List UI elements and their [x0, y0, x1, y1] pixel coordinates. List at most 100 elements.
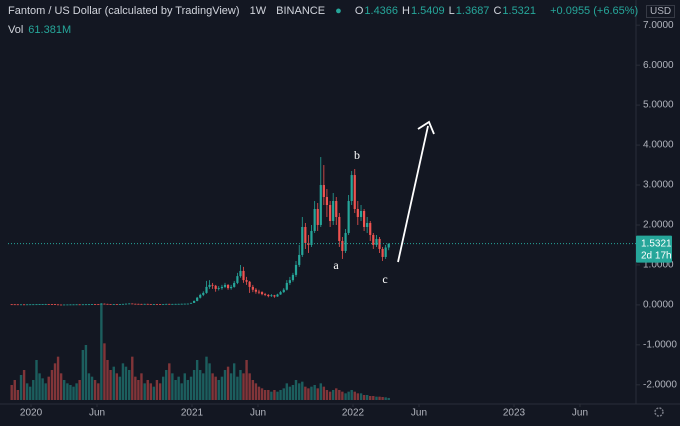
- candle-body: [131, 303, 134, 305]
- volume-bar: [279, 390, 282, 400]
- x-tick-label: 2023: [503, 408, 526, 419]
- volume-bar: [183, 373, 186, 400]
- candle-body: [220, 286, 224, 289]
- settings-icon[interactable]: [654, 407, 664, 417]
- volume-bar: [341, 391, 344, 400]
- candle-body: [146, 303, 149, 305]
- candle-body: [47, 304, 50, 305]
- volume-bar: [335, 388, 338, 400]
- volume-bar: [152, 386, 156, 400]
- volume-bar: [78, 380, 81, 400]
- currency[interactable]: USD: [646, 5, 676, 18]
- candle-body: [285, 282, 288, 290]
- candle-body: [248, 281, 251, 287]
- candle-body: [155, 304, 159, 305]
- volume-bar: [192, 370, 196, 400]
- volume-bar: [168, 363, 171, 400]
- volume-title: Vol: [8, 24, 24, 36]
- arrow-head: [417, 120, 435, 135]
- candle-body: [282, 289, 285, 293]
- candle-body: [196, 297, 199, 301]
- candle-body: [313, 208, 316, 231]
- volume-bar: [294, 380, 298, 400]
- candle-body: [387, 243, 390, 248]
- candle-body: [134, 303, 137, 305]
- volume-legend: Vol 61.381M: [8, 24, 71, 36]
- candle-body: [291, 274, 295, 281]
- volume-bar: [149, 383, 152, 400]
- candle-body: [41, 304, 44, 305]
- candle-body: [316, 208, 319, 225]
- volume-bar: [331, 390, 335, 400]
- candle-body: [149, 304, 152, 305]
- candle-body: [174, 303, 177, 305]
- volume-bar: [282, 388, 285, 400]
- volume-bar: [109, 370, 112, 400]
- candle-body: [375, 238, 378, 245]
- volume-bar: [16, 390, 20, 400]
- candle-body: [87, 304, 91, 306]
- candle-body: [143, 303, 146, 305]
- candle-body: [189, 302, 193, 304]
- candle-body: [90, 304, 94, 305]
- candle-body: [223, 284, 227, 287]
- volume-bar: [146, 380, 149, 400]
- legend-header: Fantom / US Dollar (calculated by Tradin…: [8, 5, 642, 17]
- y-tick-label: 4.0000: [643, 140, 674, 151]
- candle-body: [118, 304, 121, 305]
- candle-body: [325, 197, 329, 205]
- candle-body: [260, 292, 264, 295]
- marks: [8, 24, 640, 407]
- volume-bar: [381, 397, 384, 400]
- candle-body: [356, 208, 359, 217]
- candle-body: [183, 303, 186, 305]
- candle-body: [22, 304, 26, 306]
- candle-body: [332, 201, 335, 221]
- candle-body: [165, 303, 168, 305]
- ohlc-value: 1.5409: [411, 5, 445, 17]
- candle-body: [242, 270, 245, 281]
- volume-bar: [257, 386, 261, 400]
- volume-bar: [338, 390, 341, 400]
- volume-bar: [195, 360, 199, 400]
- volume-bar: [217, 380, 220, 400]
- ohlc-label: L: [448, 5, 455, 17]
- volume-bar: [248, 373, 251, 400]
- volume-bar: [372, 396, 375, 400]
- x-tick-label: 2022: [342, 408, 365, 419]
- volume-bar: [47, 376, 50, 400]
- candle-body: [254, 289, 258, 292]
- candle-body: [100, 303, 103, 305]
- candle-body: [251, 286, 254, 290]
- volume-bar: [223, 370, 227, 400]
- candle-body: [239, 270, 242, 277]
- volume-bar: [319, 383, 322, 400]
- y-tick-label: 1.0000: [643, 260, 674, 271]
- candle-body: [294, 264, 298, 275]
- volume-bar: [93, 380, 97, 400]
- volume-bar: [158, 383, 162, 400]
- candle-body: [344, 232, 347, 251]
- volume-bar: [143, 383, 146, 400]
- volume-bar: [285, 383, 289, 400]
- volume-bar: [174, 380, 177, 400]
- volume-bar: [350, 390, 353, 400]
- candle-body: [124, 303, 128, 305]
- exchange: BINANCE: [276, 5, 326, 17]
- candle-body: [378, 238, 381, 249]
- volume-bar: [131, 356, 134, 400]
- candle-body: [35, 304, 38, 306]
- candle-body: [115, 304, 118, 305]
- volume-bar: [90, 376, 94, 400]
- last-price-tag: [636, 235, 672, 263]
- candle-body: [162, 304, 165, 305]
- x-tick-label: 2021: [181, 408, 204, 419]
- symbol-title: Fantom / US Dollar (calculated by Tradin…: [8, 5, 240, 17]
- volume-bar: [273, 390, 276, 400]
- candle-body: [44, 304, 47, 305]
- x-tick-label: Jun: [572, 408, 588, 419]
- candle-body: [69, 304, 72, 306]
- candle-body: [304, 226, 307, 243]
- volume-bar: [59, 373, 63, 400]
